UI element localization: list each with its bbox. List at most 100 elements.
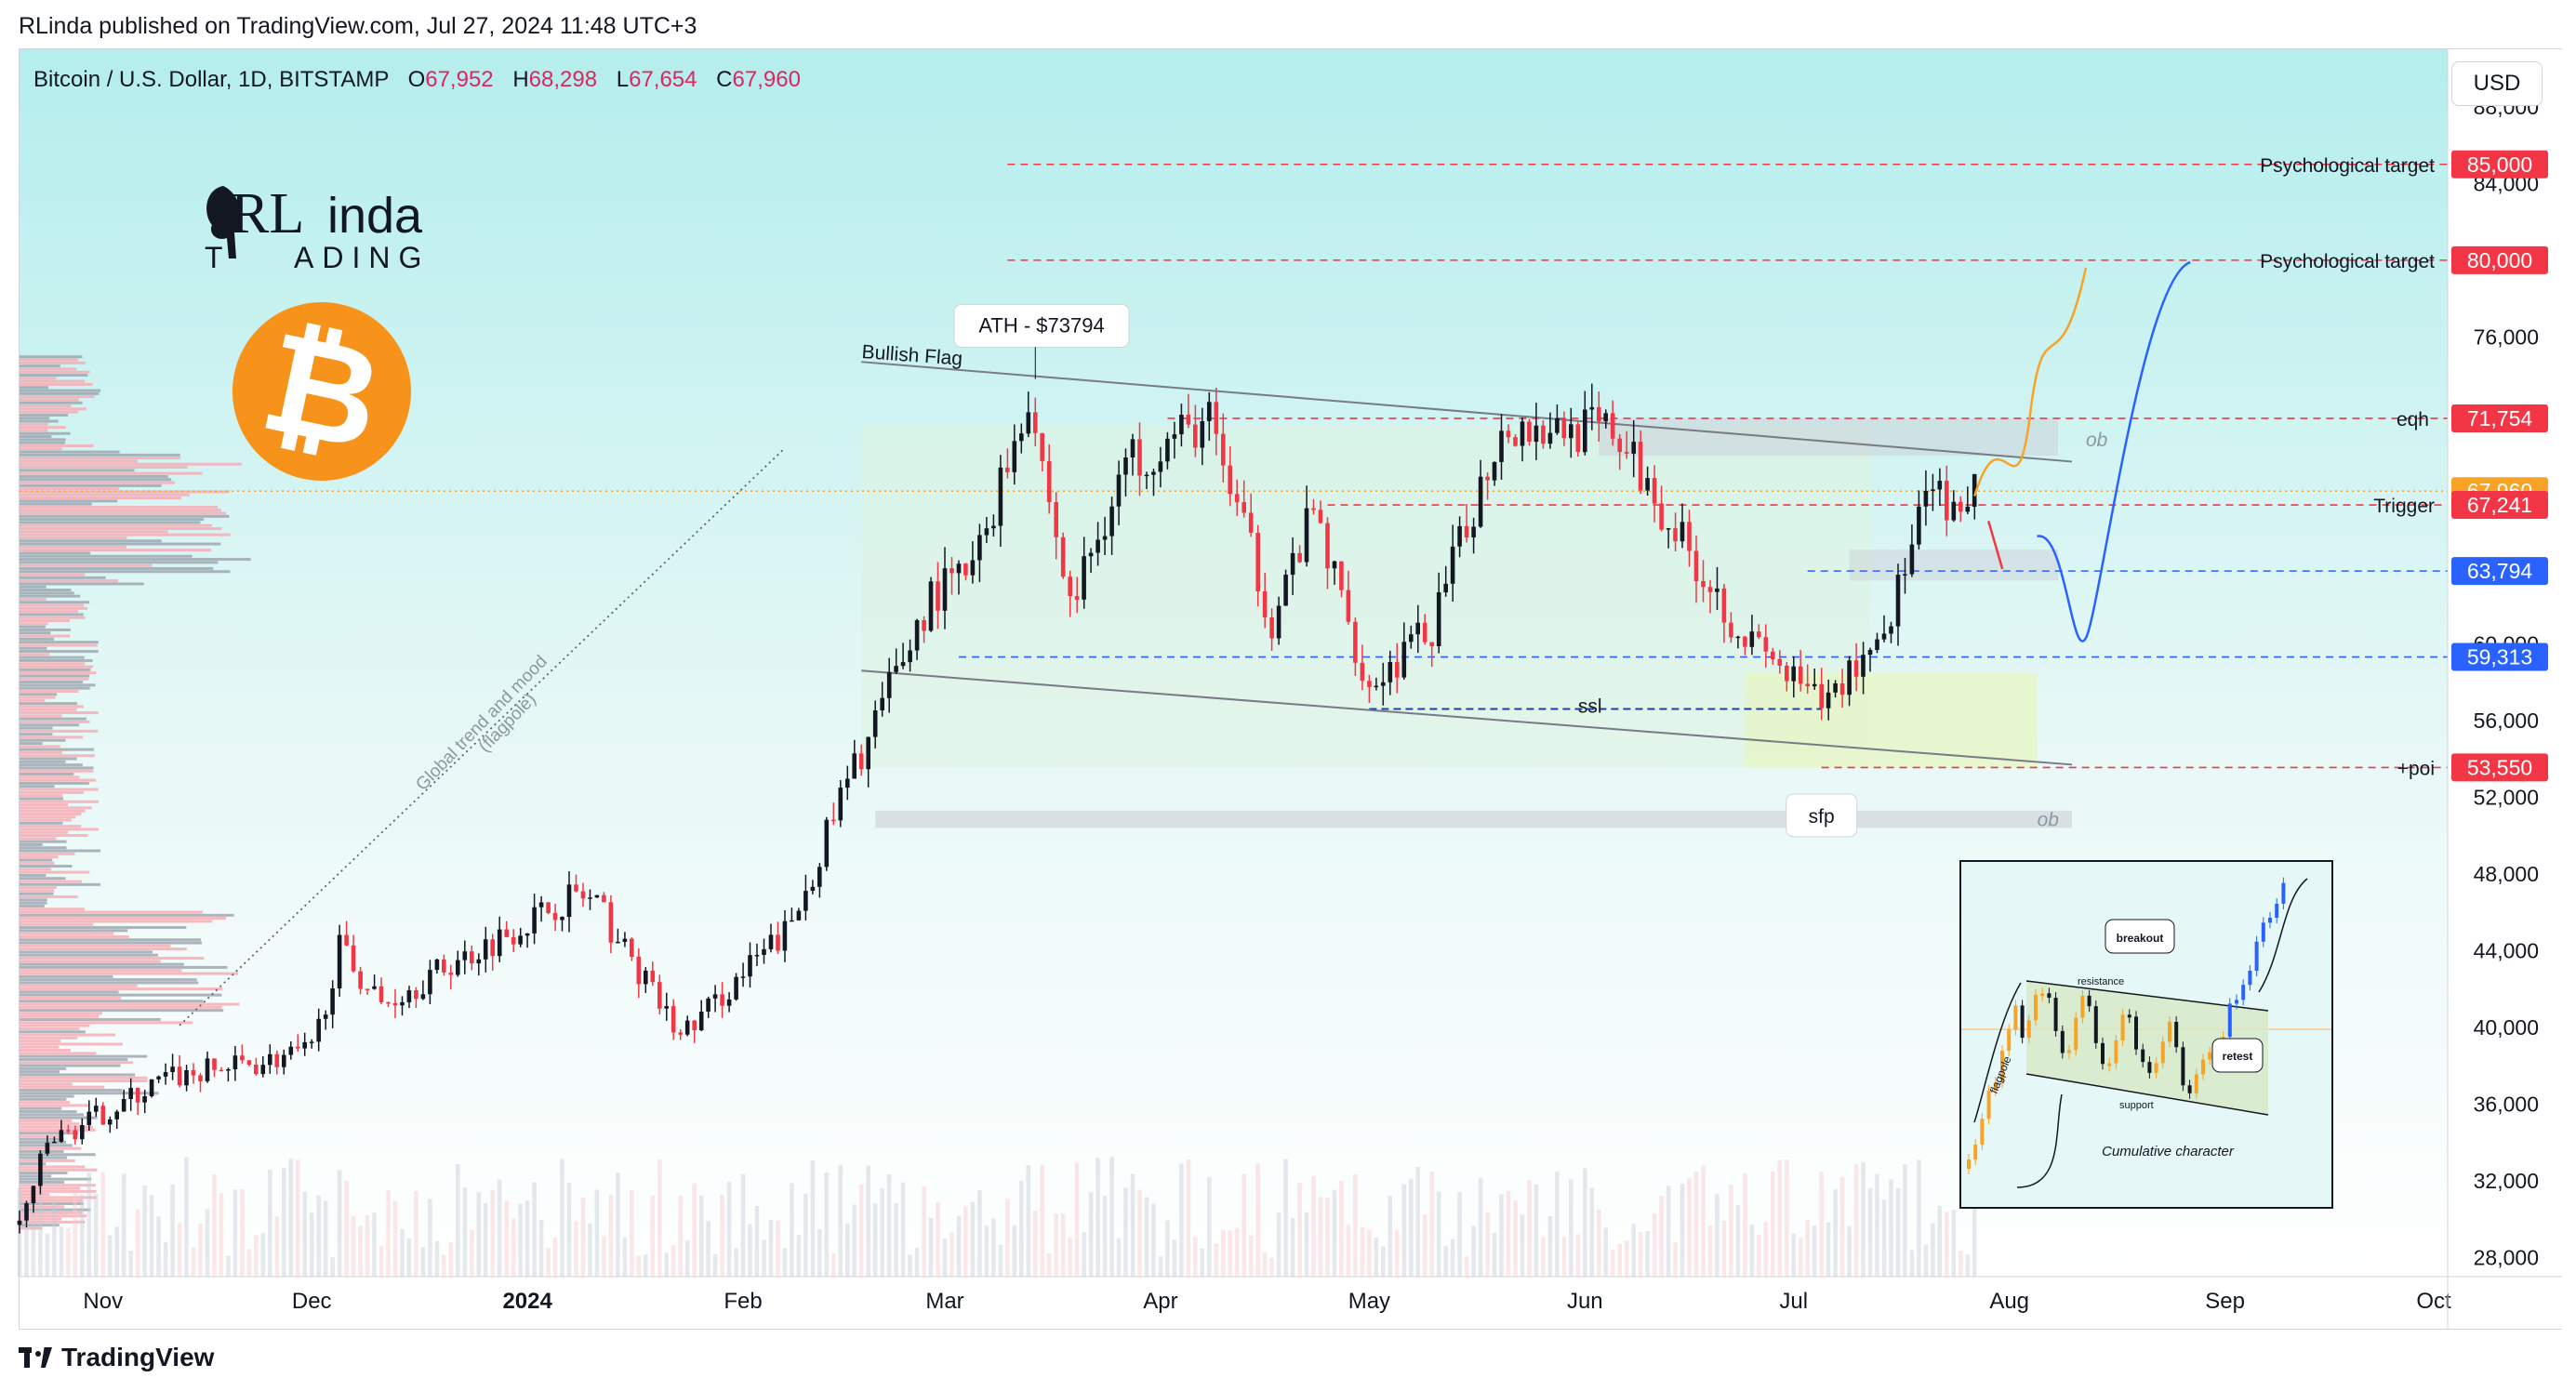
volume-bar: [1026, 1165, 1031, 1277]
profile-bar: [20, 637, 54, 641]
volume-bar: [1673, 1241, 1678, 1277]
candle-body: [38, 1153, 43, 1186]
candle-body: [803, 891, 808, 911]
candle-body: [1221, 433, 1226, 466]
volume-bar: [1450, 1239, 1455, 1277]
volume-bar: [1005, 1198, 1010, 1277]
profile-bar: [20, 1042, 123, 1046]
volume-bar: [1179, 1163, 1184, 1277]
profile-bar: [20, 582, 144, 586]
volume-bar: [608, 1195, 614, 1277]
candle-body: [142, 1096, 147, 1103]
volume-bar: [776, 1221, 780, 1277]
profile-bar: [20, 806, 92, 810]
volume-bar: [1895, 1187, 1901, 1277]
candle-body: [1819, 683, 1824, 709]
volume-bar: [323, 1200, 328, 1277]
candle-body: [226, 1069, 231, 1071]
profile-bar: [20, 379, 86, 383]
profile-bar: [20, 539, 162, 543]
profile-bar: [20, 417, 50, 420]
volume-bar: [712, 1253, 718, 1277]
candle-body: [845, 778, 850, 788]
volume-bar: [1945, 1212, 1949, 1277]
candle-body: [831, 819, 836, 822]
candle-body: [602, 894, 606, 903]
candle-body: [566, 884, 572, 918]
profile-bar: [20, 830, 68, 834]
candle-body: [24, 1203, 29, 1221]
profile-bar: [20, 478, 172, 482]
volume-bar: [1575, 1234, 1581, 1277]
candle-body: [977, 535, 982, 561]
candle-body: [650, 970, 656, 983]
currency-button[interactable]: USD: [2451, 61, 2543, 106]
profile-bar: [20, 766, 94, 770]
volume-bar: [1589, 1187, 1595, 1277]
candle-body: [1283, 575, 1288, 606]
candle-body: [1937, 481, 1943, 490]
volume-bar: [73, 1193, 78, 1277]
volume-bar: [1513, 1199, 1518, 1277]
profile-bar: [20, 1224, 60, 1227]
candle-body: [1624, 452, 1629, 454]
volume-bar: [740, 1173, 746, 1277]
tradingview-brand[interactable]: TradingView: [19, 1343, 214, 1372]
volume-bar: [1527, 1180, 1532, 1277]
profile-bar: [20, 370, 90, 374]
time-tick-label: Aug: [1989, 1289, 2029, 1314]
profile-bar: [20, 1156, 68, 1159]
candle-body: [1033, 412, 1038, 433]
price-tick-label: 44,000: [2474, 938, 2539, 962]
profile-bar: [20, 561, 219, 564]
candle-body: [392, 1002, 398, 1006]
price-badge: [2451, 557, 2548, 586]
profile-bar: [20, 929, 128, 933]
flag-zone: [861, 425, 1871, 768]
candle-body: [1777, 658, 1783, 666]
profile-bar: [20, 1027, 80, 1030]
volume-bar: [817, 1229, 822, 1277]
profile-bar: [20, 1085, 105, 1089]
volume-bars: [17, 1157, 1977, 1277]
volume-bar: [365, 1215, 370, 1277]
volume-bar: [344, 1181, 349, 1277]
profile-bar: [20, 447, 62, 451]
profile-bar: [20, 1137, 64, 1141]
profile-bar: [20, 431, 71, 435]
profile-bar: [20, 413, 69, 417]
candle-body: [483, 939, 488, 960]
candle-body: [309, 1041, 314, 1043]
profile-bar: [20, 426, 66, 430]
candle-body: [762, 948, 766, 955]
volume-bar: [1304, 1212, 1309, 1277]
price-axis[interactable]: 28,000 32,000 36,000 40,000 44,000 48,000 52,0…: [2448, 49, 2562, 1329]
volume-bar: [1610, 1250, 1615, 1277]
profile-bar: [20, 662, 86, 666]
profile-bar: [20, 610, 79, 614]
inset-retest-box: [2211, 1038, 2264, 1073]
profile-bar: [20, 972, 238, 975]
volume-bar: [1701, 1165, 1706, 1277]
profile-bar: [20, 726, 53, 730]
symbol-legend: Bitcoin / U.S. Dollar, 1D, BITSTAMP O67,…: [33, 67, 801, 93]
profile-bar: [20, 650, 99, 654]
candle-body: [776, 934, 780, 951]
volume-bar: [497, 1179, 502, 1277]
profile-bar: [20, 781, 89, 785]
candle-body: [894, 666, 898, 672]
candle-body: [156, 1076, 161, 1080]
time-tick-label: Jul: [1779, 1289, 1808, 1314]
profile-bar: [20, 554, 193, 558]
candle-body: [1561, 417, 1567, 439]
profile-bar: [20, 1052, 97, 1055]
time-axis[interactable]: Nov Dec 2024 Feb Mar Apr May Jun Jul Aug Sep Oct: [20, 49, 2562, 1329]
volume-bar: [984, 1225, 989, 1277]
volume-bar: [1269, 1257, 1274, 1277]
volume-bar: [1381, 1246, 1386, 1277]
volume-bar: [1214, 1243, 1219, 1277]
candle-body: [1262, 590, 1268, 617]
volume-bar: [504, 1200, 509, 1277]
volume-bar: [1826, 1222, 1831, 1277]
candle-body: [1248, 512, 1254, 533]
